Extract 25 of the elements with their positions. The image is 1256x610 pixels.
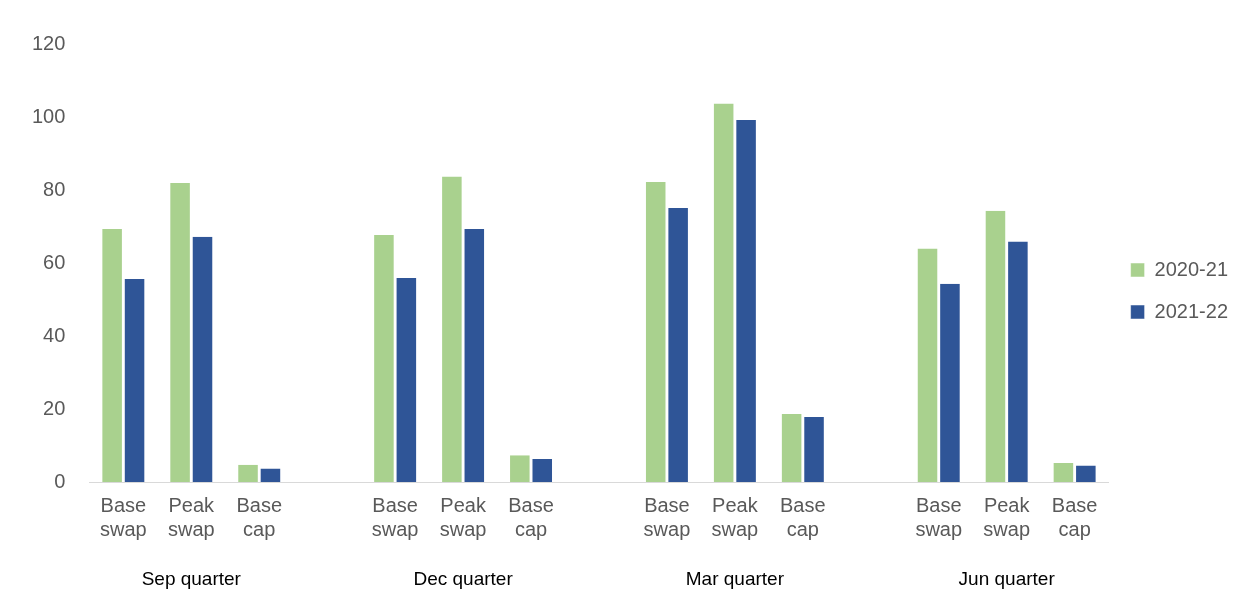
x-tick-label: Base swap — [915, 493, 963, 540]
y-tick-label: 60 — [43, 250, 66, 273]
x-tick-label: Base cap — [508, 493, 554, 540]
x-tick-label: Base swap — [643, 493, 691, 540]
y-tick-label: 80 — [43, 177, 66, 200]
legend-label: 2020-21 — [1154, 257, 1229, 280]
x-tick-label: Base swap — [99, 493, 147, 540]
y-tick-label: 100 — [31, 104, 66, 127]
legend-label: 2021-22 — [1154, 299, 1229, 322]
y-tick-label: 40 — [43, 323, 66, 346]
x-tick-label: Peak swap — [711, 493, 759, 540]
x-tick-label: Base cap — [1051, 493, 1098, 540]
text: Sep quarter — [141, 567, 242, 589]
x-tick-label: Peak swap — [167, 493, 216, 540]
text: Mar quarter — [685, 567, 785, 589]
x-tick-label: Base cap — [780, 493, 826, 540]
x-tick-label: Peak swap — [439, 493, 487, 540]
text: Dec quarter — [413, 567, 514, 589]
y-tick-label: 120 — [31, 31, 66, 54]
x-tick-label: Base swap — [371, 493, 419, 540]
text: Jun quarter — [958, 567, 1056, 589]
y-tick-label: 0 — [54, 469, 66, 492]
y-tick-label: 20 — [43, 396, 66, 419]
x-tick-label: Base cap — [236, 493, 283, 540]
x-tick-label: Peak swap — [983, 493, 1031, 540]
